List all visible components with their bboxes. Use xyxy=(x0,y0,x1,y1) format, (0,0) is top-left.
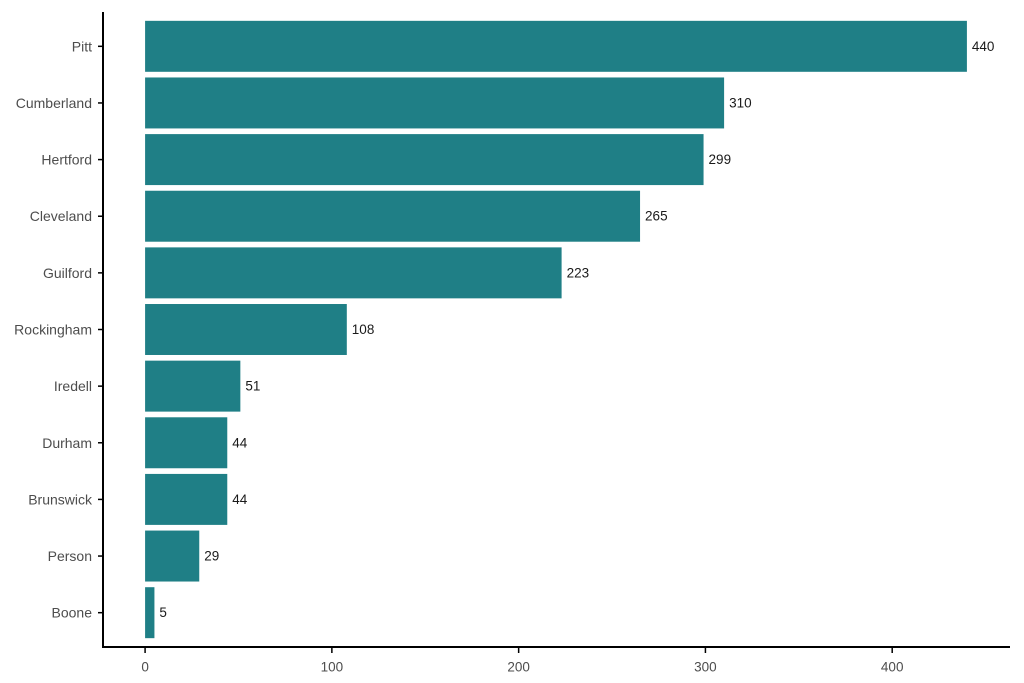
value-label: 29 xyxy=(204,549,219,564)
value-label: 5 xyxy=(159,605,167,620)
y-tick-label: Cleveland xyxy=(30,208,92,224)
y-tick-label: Rockingham xyxy=(14,322,92,338)
value-label: 299 xyxy=(709,152,732,167)
bar-cumberland xyxy=(145,77,725,129)
y-tick-label: Person xyxy=(48,548,92,564)
bar-brunswick xyxy=(145,473,228,525)
y-axis-ticks: Pitt Cumberland Hertford Cleveland Guilford R… xyxy=(14,38,103,621)
bar-durham xyxy=(145,417,228,469)
value-label: 310 xyxy=(729,95,752,110)
bar-cleveland xyxy=(145,190,641,242)
y-tick-label: Durham xyxy=(42,435,92,451)
bar-hertford xyxy=(145,134,704,186)
bar-boone xyxy=(145,587,155,639)
x-tick-label: 0 xyxy=(141,660,149,675)
y-tick-label: Hertford xyxy=(41,152,92,168)
x-tick-label: 400 xyxy=(881,660,904,675)
value-label: 44 xyxy=(232,492,248,507)
value-label: 51 xyxy=(245,379,260,394)
bar-pitt xyxy=(145,20,967,72)
bar-rockingham xyxy=(145,304,347,355)
bars xyxy=(145,20,967,639)
y-tick-label: Pitt xyxy=(72,38,92,54)
bar-guilford xyxy=(145,247,562,299)
bar-iredell xyxy=(145,360,241,412)
y-tick-label: Iredell xyxy=(54,378,92,394)
y-tick-label: Guilford xyxy=(43,265,92,281)
value-label: 223 xyxy=(567,265,590,280)
x-axis-ticks: 0 100 200 300 400 xyxy=(141,647,903,675)
value-label: 440 xyxy=(972,39,995,54)
y-tick-label: Boone xyxy=(52,605,93,621)
value-label: 44 xyxy=(232,435,248,450)
x-tick-label: 300 xyxy=(694,660,717,675)
value-label: 108 xyxy=(352,322,375,337)
y-tick-label: Brunswick xyxy=(28,491,93,507)
x-tick-label: 200 xyxy=(507,660,530,675)
bar-person xyxy=(145,530,200,582)
y-tick-label: Cumberland xyxy=(16,95,92,111)
value-labels: 440 310 299 265 223 108 51 44 44 29 5 xyxy=(159,39,994,620)
x-tick-label: 100 xyxy=(321,660,344,675)
value-label: 265 xyxy=(645,209,668,224)
